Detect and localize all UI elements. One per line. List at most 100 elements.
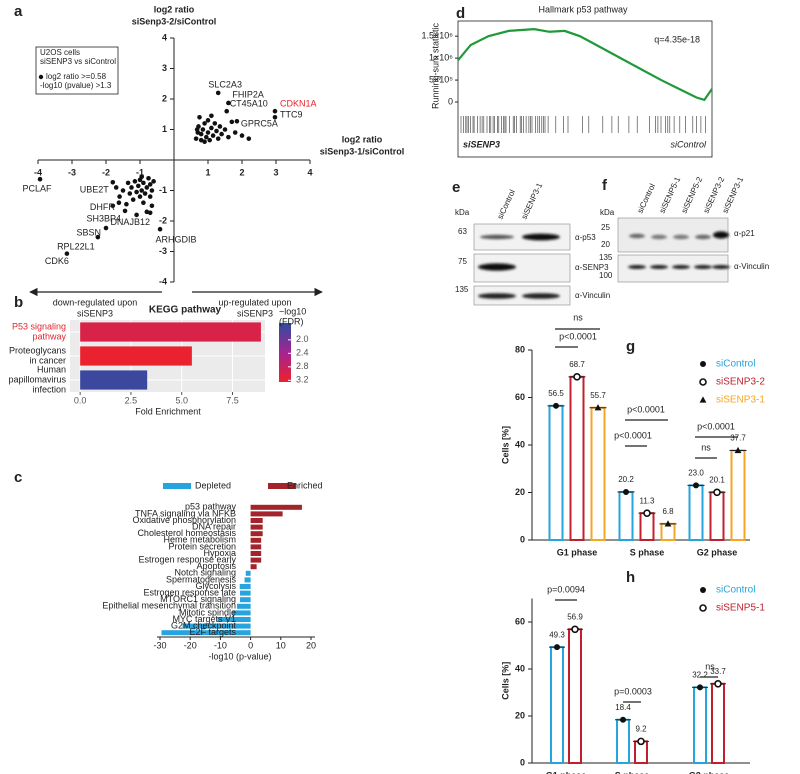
labeled-point xyxy=(272,108,278,114)
value-label: 56.5 xyxy=(548,389,564,398)
lane-label: siControl xyxy=(496,188,518,221)
y-tick-label: -2 xyxy=(159,215,167,225)
bar xyxy=(182,623,251,629)
point xyxy=(210,133,216,138)
point xyxy=(232,130,238,135)
bar xyxy=(250,517,263,524)
y-tick-label: 1×10⁶ xyxy=(429,52,453,62)
marker-circle xyxy=(620,716,626,723)
legend-label: siSENP5-1 xyxy=(716,603,765,614)
labeled-point xyxy=(215,90,221,96)
category-label: P53 signaling xyxy=(12,321,66,331)
y-tick-label: 0 xyxy=(448,96,453,106)
panel-letter: f xyxy=(602,177,608,194)
marker-triangle xyxy=(594,404,602,411)
category-label: Protein secretion xyxy=(168,541,236,551)
chart-title: Hallmark p53 pathway xyxy=(538,4,628,14)
marker-triangle xyxy=(664,520,672,527)
y-tick-label: 1 xyxy=(162,124,167,134)
bar xyxy=(250,550,262,557)
marker-open-circle xyxy=(637,737,645,746)
legend-swatch xyxy=(268,483,296,489)
labeled-point xyxy=(234,118,240,124)
y-tick-label: 0 xyxy=(520,757,525,767)
panel-letter: d xyxy=(456,5,465,22)
bar xyxy=(250,511,283,517)
y-tick-label: -1 xyxy=(159,185,167,195)
category-label: Hypoxia xyxy=(203,548,236,558)
legend-swatch xyxy=(163,483,191,489)
marker-circle xyxy=(554,644,560,651)
x-axis-title: log2 ratio xyxy=(342,134,383,144)
point-label: GPRC5A xyxy=(241,119,278,129)
bar xyxy=(730,449,746,541)
value-label: 23.0 xyxy=(688,468,704,477)
size-marker: 100 xyxy=(599,271,613,280)
bar xyxy=(250,531,263,537)
point xyxy=(219,131,224,137)
marker-triangle xyxy=(699,396,707,403)
legend-text: log2 ratio >=0.58 xyxy=(46,72,107,81)
labeled-point xyxy=(147,210,153,216)
point-label: DNAJB12 xyxy=(110,217,150,227)
arrow-label: up-regulated upon xyxy=(218,297,291,307)
significance-label: p=0.0003 xyxy=(614,686,652,696)
category-label: Estrogen response early xyxy=(138,554,236,564)
value-label: 68.7 xyxy=(569,360,585,369)
lane-label: siControl xyxy=(636,182,658,215)
legend-label: siSENP3-1 xyxy=(716,395,765,406)
marker-open-circle xyxy=(699,604,707,612)
significance-label: p<0.0001 xyxy=(614,430,652,440)
point xyxy=(194,127,200,132)
gene-hit-rug xyxy=(460,116,706,133)
y-tick-label: 60 xyxy=(515,616,525,626)
bar xyxy=(550,646,564,765)
bar xyxy=(590,406,606,541)
x-tick-label: 2 xyxy=(239,167,244,177)
point xyxy=(209,113,214,119)
lane-label: siSENP5-2 xyxy=(680,175,705,215)
y-tick-label: 4 xyxy=(162,32,167,42)
marker-circle xyxy=(623,489,629,496)
category-label: pathway xyxy=(32,331,66,341)
point xyxy=(120,188,126,193)
bar xyxy=(161,630,251,636)
marker-open-circle xyxy=(643,509,651,517)
x-end-label: siControl xyxy=(670,139,707,149)
colorbar-tick-label: 3.2 xyxy=(296,375,309,385)
bar xyxy=(80,346,192,366)
y-tick-label: 1.5×10⁶ xyxy=(422,31,454,41)
point xyxy=(132,179,138,184)
arrow-label: siSENP3 xyxy=(237,308,273,318)
x-tick-label: -2 xyxy=(102,167,110,177)
point-label: FHIP2A xyxy=(232,89,264,99)
x-tick-label: 0 xyxy=(248,640,253,650)
size-marker: 135 xyxy=(599,253,613,262)
significance-label: ns xyxy=(701,442,711,452)
value-label: 6.8 xyxy=(662,507,674,516)
y-tick-label: 40 xyxy=(515,663,525,673)
y-axis-title: siSenp3-2/siControl xyxy=(132,16,217,26)
y-tick-label: -4 xyxy=(159,276,167,286)
marker-triangle xyxy=(734,446,742,454)
colorbar-tick-label: 2.0 xyxy=(296,334,309,344)
x-tick-label: 1 xyxy=(205,167,210,177)
legend-dot xyxy=(38,74,44,80)
point xyxy=(215,136,221,141)
point xyxy=(125,180,131,186)
marker-open-circle xyxy=(714,680,722,688)
category-label: Notch signaling xyxy=(174,568,236,578)
value-label: 56.9 xyxy=(567,612,583,621)
category-label: Estrogen response late xyxy=(143,587,236,597)
point-label: CDKN1A xyxy=(280,99,317,109)
point xyxy=(151,179,156,184)
antibody-label: α-p53 xyxy=(575,233,596,242)
category-label: in cancer xyxy=(29,355,66,365)
point xyxy=(217,124,223,129)
bar xyxy=(709,491,725,542)
y-axis-title: log2 ratio xyxy=(154,4,195,14)
blot-e-image xyxy=(473,223,571,306)
legend-label: siControl xyxy=(716,359,755,370)
category-label: DNA repair xyxy=(192,521,236,531)
legend-label: Depleted xyxy=(195,480,231,490)
